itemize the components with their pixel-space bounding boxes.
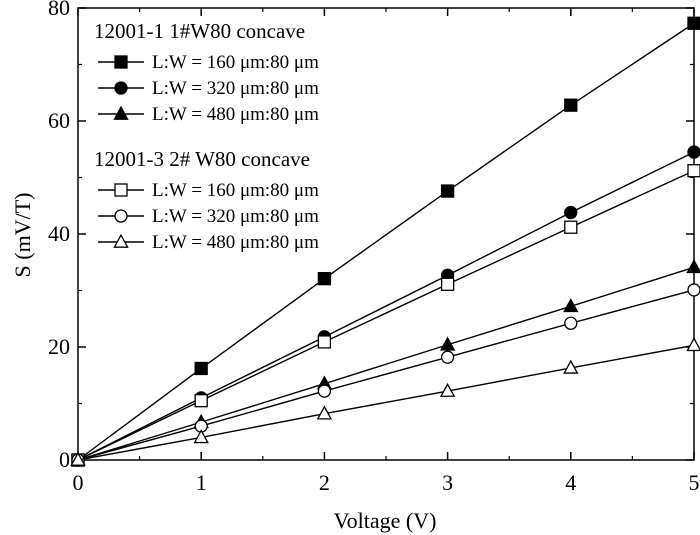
y-tick-label: 40 [48, 221, 70, 246]
legend-group-0: 12001-1 1#W80 concave L:W = 160 μm:80 μm L… [94, 19, 319, 125]
x-tick-label: 1 [196, 470, 207, 495]
legend-label: L:W = 480 μm:80 μm [152, 232, 319, 253]
legend-entry: L:W = 160 μm:80 μm [98, 52, 319, 73]
data-point [687, 16, 700, 30]
legend-entry: L:W = 480 μm:80 μm [98, 104, 319, 125]
x-axis-label: Voltage (V) [334, 508, 437, 533]
data-point [439, 382, 456, 397]
data-point [317, 271, 332, 286]
data-point [440, 277, 455, 291]
data-point [317, 384, 332, 398]
data-point [440, 350, 455, 364]
data-point [686, 337, 700, 352]
legend-entry: L:W = 160 μm:80 μm [98, 180, 319, 201]
series-line [77, 344, 695, 461]
data-point [564, 205, 578, 220]
y-tick-label: 80 [48, 0, 70, 20]
legend-label: L:W = 160 μm:80 μm [152, 52, 319, 73]
legend-label: L:W = 160 μm:80 μm [152, 180, 319, 201]
y-axis-label: S (mV/T) [10, 193, 35, 278]
legend-marker [114, 209, 128, 223]
x-tick-label: 3 [442, 470, 453, 495]
data-point [316, 405, 333, 420]
data-point [440, 184, 455, 198]
legend-entry: L:W = 320 μm:80 μm [98, 206, 319, 227]
data-point [564, 98, 578, 112]
data-point [317, 335, 332, 349]
x-tick-label: 2 [319, 470, 330, 495]
legend-marker [113, 233, 129, 248]
legend-label: L:W = 320 μm:80 μm [152, 206, 319, 227]
legend-marker [114, 81, 128, 95]
y-tick-label: 60 [48, 108, 70, 133]
legend-label: L:W = 320 μm:80 μm [152, 78, 319, 99]
data-point [687, 164, 700, 178]
legend-group-1: 12001-3 2# W80 concave L:W = 160 μm:80 μm… [94, 147, 319, 253]
data-point [564, 220, 578, 234]
data-point [686, 259, 700, 274]
legend-label: L:W = 480 μm:80 μm [152, 104, 319, 125]
data-point [194, 394, 208, 408]
series-line [77, 22, 695, 461]
series-line [77, 170, 695, 461]
legend: 12001-1 1#W80 concave L:W = 160 μm:80 μm L… [94, 19, 319, 253]
data-point [687, 283, 700, 297]
series-2 [70, 259, 700, 466]
legend-title: 12001-1 1#W80 concave [94, 19, 305, 43]
x-tick-label: 5 [689, 470, 700, 495]
legend-entry: L:W = 480 μm:80 μm [98, 232, 319, 253]
series-5 [70, 337, 700, 466]
x-tick-label: 4 [565, 470, 576, 495]
data-point [564, 316, 578, 330]
series-line [77, 266, 695, 461]
data-point [193, 429, 209, 444]
legend-marker [114, 183, 128, 197]
legend-entry: L:W = 320 μm:80 μm [98, 78, 319, 99]
series-line [77, 289, 695, 461]
x-tick-label: 0 [73, 470, 84, 495]
data-point [563, 359, 579, 374]
plot-layer: 0 1 2 3 4 5 0 20 40 60 80 [48, 0, 700, 495]
data-point [439, 336, 456, 351]
legend-marker [114, 55, 128, 69]
data-point [687, 145, 700, 159]
series-4 [71, 283, 700, 467]
data-point [70, 451, 86, 466]
y-tick-label: 20 [48, 334, 70, 359]
series-line [77, 151, 695, 461]
legend-title: 12001-3 2# W80 concave [94, 147, 310, 171]
y-tick-label: 0 [59, 447, 70, 472]
data-point [563, 298, 579, 313]
legend-marker [113, 105, 129, 120]
data-point [194, 361, 208, 376]
